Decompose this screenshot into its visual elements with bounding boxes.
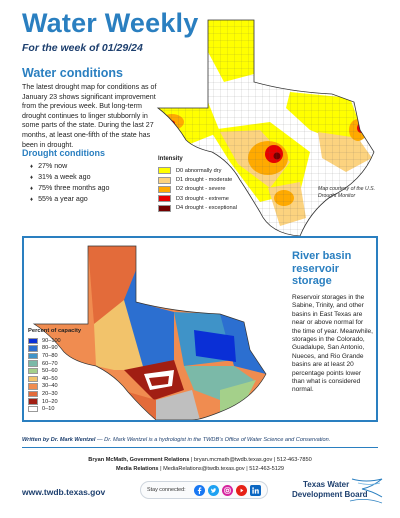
legend-swatch [158, 185, 171, 193]
author-credit: Written by Dr. Mark Wentzel — Dr. Mark W… [22, 437, 382, 443]
legend-label: D3 drought - extreme [176, 195, 229, 202]
capacity-legend: Percent of capacity 90–100 80–90 70–80 6… [28, 328, 81, 413]
website-link[interactable]: www.twdb.texas.gov [22, 487, 106, 497]
author-name: Written by Dr. Mark Wentzel [22, 437, 96, 443]
legend-swatch [28, 375, 38, 382]
legend-swatch [28, 367, 38, 375]
legend-item: 90–100 [28, 337, 81, 345]
contact-line: Media Relations | MediaRelations@twdb.te… [22, 465, 378, 474]
legend-item: 40–50 [28, 375, 81, 383]
legend-item: 20–30 [28, 390, 81, 398]
legend-item: 60–70 [28, 360, 81, 368]
legend-swatch [28, 360, 38, 367]
instagram-icon[interactable] [221, 484, 233, 496]
drought-conditions-heading: Drought conditions [22, 148, 105, 158]
legend-item: 80–90 [28, 345, 81, 353]
legend-item: 10–20 [28, 398, 81, 406]
contact-name: Bryan McMath, Government Relations [88, 457, 190, 463]
legend-swatch [28, 337, 38, 344]
contact-line: Bryan McMath, Government Relations | bry… [22, 456, 378, 465]
legend-swatch [28, 352, 38, 360]
page-subtitle: For the week of 01/29/24 [22, 42, 143, 54]
legend-swatch [28, 345, 38, 352]
contact-details[interactable]: | MediaRelations@twdb.texas.gov | 512-46… [158, 465, 285, 472]
stay-connected-label: Stay connected: [147, 487, 186, 493]
contact-name: Media Relations [115, 465, 159, 472]
legend-label: 80–90 [42, 345, 58, 352]
legend-item: D0 abnormally dry [158, 166, 237, 175]
legend-item: D3 drought - extreme [158, 194, 237, 203]
divider [22, 447, 378, 448]
legend-label: D4 drought - exceptional [176, 205, 237, 212]
legend-item: 70–80 [28, 352, 81, 360]
legend-item: D2 drought - severe [158, 185, 237, 194]
conditions-body: The latest drought map for conditions as… [22, 83, 157, 149]
reservoir-body: Reservoir storages in the Sabine, Trinit… [292, 294, 373, 394]
legend-item: D4 drought - exceptional [158, 204, 237, 213]
legend-swatch [28, 405, 38, 413]
facebook-icon[interactable] [193, 484, 205, 496]
linkedin-icon[interactable] [249, 484, 261, 496]
legend-label: 0–10 [42, 406, 55, 413]
drought-conditions-list: 27% now 31% a week ago 75% three months … [30, 161, 109, 205]
list-item: 75% three months ago [30, 183, 109, 194]
legend-item: 50–60 [28, 367, 81, 375]
legend-title: Percent of capacity [28, 328, 82, 334]
legend-label: 50–60 [42, 368, 58, 375]
list-item: 55% a year ago [30, 194, 109, 205]
legend-label: 30–40 [42, 383, 58, 390]
drought-map [156, 19, 375, 237]
legend-swatch [28, 390, 38, 398]
twitter-icon[interactable] [207, 484, 219, 496]
conditions-heading: Water conditions [22, 66, 123, 80]
reservoir-map [32, 245, 267, 420]
intensity-legend: Intensity D0 abnormally dry D1 drought -… [158, 156, 237, 213]
logo-line-2: Development Board [292, 490, 368, 499]
legend-item: D1 drought - moderate [158, 175, 237, 184]
legend-swatch [28, 383, 38, 390]
legend-label: 40–50 [42, 375, 58, 382]
legend-label: D1 drought - moderate [176, 177, 233, 184]
legend-swatch [158, 176, 171, 184]
social-bar: Stay connected: [140, 481, 268, 499]
legend-label: 10–20 [42, 398, 58, 405]
legend-label: 90–100 [42, 337, 61, 344]
list-item: 31% a week ago [30, 172, 109, 183]
legend-swatch [158, 195, 171, 203]
contact-info: Bryan McMath, Government Relations | bry… [22, 456, 378, 473]
reservoir-heading: River basin reservoir storage [292, 250, 352, 287]
legend-label: 60–70 [42, 360, 58, 367]
twdb-logo-mark [349, 478, 383, 504]
legend-label: 70–80 [42, 352, 58, 359]
youtube-icon[interactable] [235, 484, 247, 496]
legend-swatch [158, 204, 171, 212]
author-description: — Dr. Mark Wentzel is a hydrologist in t… [95, 437, 331, 443]
contact-details[interactable]: | bryan.mcmath@twdb.texas.gov | 512-463-… [189, 457, 312, 463]
legend-label: D0 abnormally dry [176, 167, 222, 174]
legend-swatch [28, 398, 38, 405]
logo-line-1: Texas Water [303, 480, 350, 489]
legend-label: D2 drought - severe [176, 186, 226, 193]
legend-item: 30–40 [28, 383, 81, 391]
legend-label: 20–30 [42, 390, 58, 397]
map-credit: Map courtesy of the U.S. Drought Monitor [318, 186, 376, 199]
page-title: Water Weekly [22, 8, 199, 38]
legend-item: 0–10 [28, 405, 81, 413]
legend-swatch [158, 167, 171, 175]
list-item: 27% now [30, 161, 109, 172]
legend-title: Intensity [158, 156, 183, 162]
